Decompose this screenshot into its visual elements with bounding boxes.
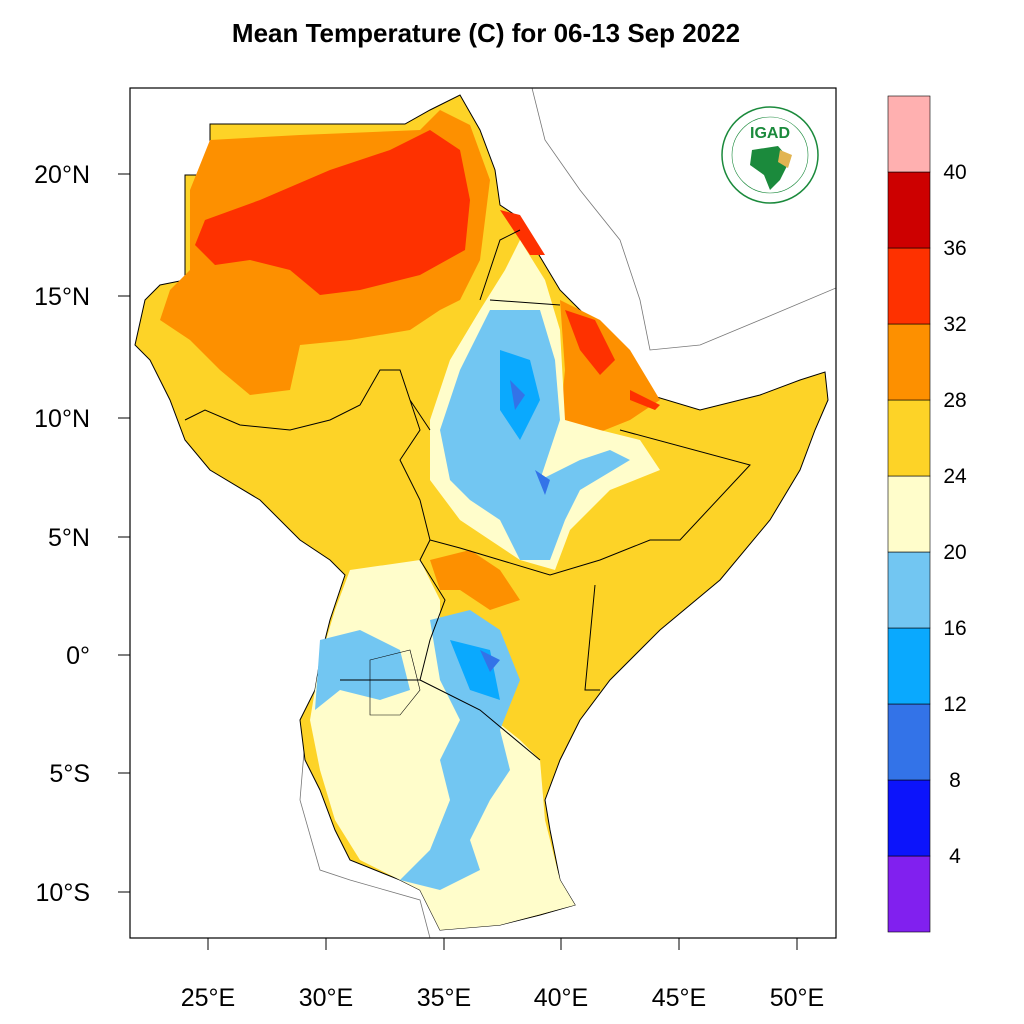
region-16-20-ethiopia xyxy=(440,310,630,560)
lon-tick-label: 50°E xyxy=(770,984,824,1012)
colorbar-box xyxy=(887,95,931,173)
region-32-36-redsea xyxy=(500,210,660,410)
colorbar-label: 28 xyxy=(943,389,966,412)
lat-axis xyxy=(118,173,130,893)
colorbar-box xyxy=(887,171,931,249)
lon-tick-label: 45°E xyxy=(652,984,706,1012)
lat-tick-label: 20°N xyxy=(34,161,90,189)
lon-tick-label: 35°E xyxy=(417,984,471,1012)
colorbar-box xyxy=(887,399,931,477)
colorbar-label: 8 xyxy=(949,769,961,792)
lon-tick-label: 30°E xyxy=(299,984,353,1012)
country-borders xyxy=(184,229,751,761)
svg-text:IGAD: IGAD xyxy=(750,125,790,142)
colorbar-label: 32 xyxy=(943,313,966,336)
colorbar-box xyxy=(887,475,931,553)
region-16-20-lakes xyxy=(315,630,410,710)
map-title: Mean Temperature (C) for 06-13 Sep 2022 xyxy=(231,18,741,48)
colorbar-label: 12 xyxy=(943,693,966,716)
lake-victoria xyxy=(369,649,421,716)
region-28-32-kenya xyxy=(430,550,520,610)
colorbar-box xyxy=(887,779,931,857)
lon-axis xyxy=(207,938,798,950)
colorbar-label: 4 xyxy=(949,845,961,868)
lat-tick-label: 10°S xyxy=(36,879,90,907)
colorbar-box xyxy=(887,703,931,781)
lat-tick-label: 5°S xyxy=(49,760,90,788)
region-32-36-sudan xyxy=(195,130,470,295)
map-body xyxy=(134,88,836,938)
lat-tick-label: 10°N xyxy=(34,405,90,433)
colorbar-box xyxy=(887,323,931,401)
coastline-arabia xyxy=(531,88,836,351)
lon-tick-label: 25°E xyxy=(181,984,235,1012)
colorbar-box xyxy=(887,551,931,629)
colorbar-label: 16 xyxy=(943,617,966,640)
colorbar-box xyxy=(887,855,931,933)
map-frame xyxy=(129,87,837,939)
lon-tick-label: 40°E xyxy=(534,984,588,1012)
lat-tick-label: 5°N xyxy=(48,524,90,552)
colorbar-label: 24 xyxy=(943,465,967,488)
lat-tick-label: 15°N xyxy=(34,283,90,311)
coastline-west xyxy=(299,739,431,938)
colorbar-label: 20 xyxy=(943,541,966,564)
igad-logo: IGAD xyxy=(721,106,819,204)
lat-tick-label: 0° xyxy=(66,642,90,670)
region-12-16 xyxy=(450,350,540,700)
colorbar-box xyxy=(887,627,931,705)
colorbar: 4 8 12 16 20 24 28 32 36 40 xyxy=(887,95,967,933)
colorbar-box xyxy=(887,247,931,325)
colorbar-label: 40 xyxy=(943,161,966,184)
colorbar-label: 36 xyxy=(943,237,966,260)
